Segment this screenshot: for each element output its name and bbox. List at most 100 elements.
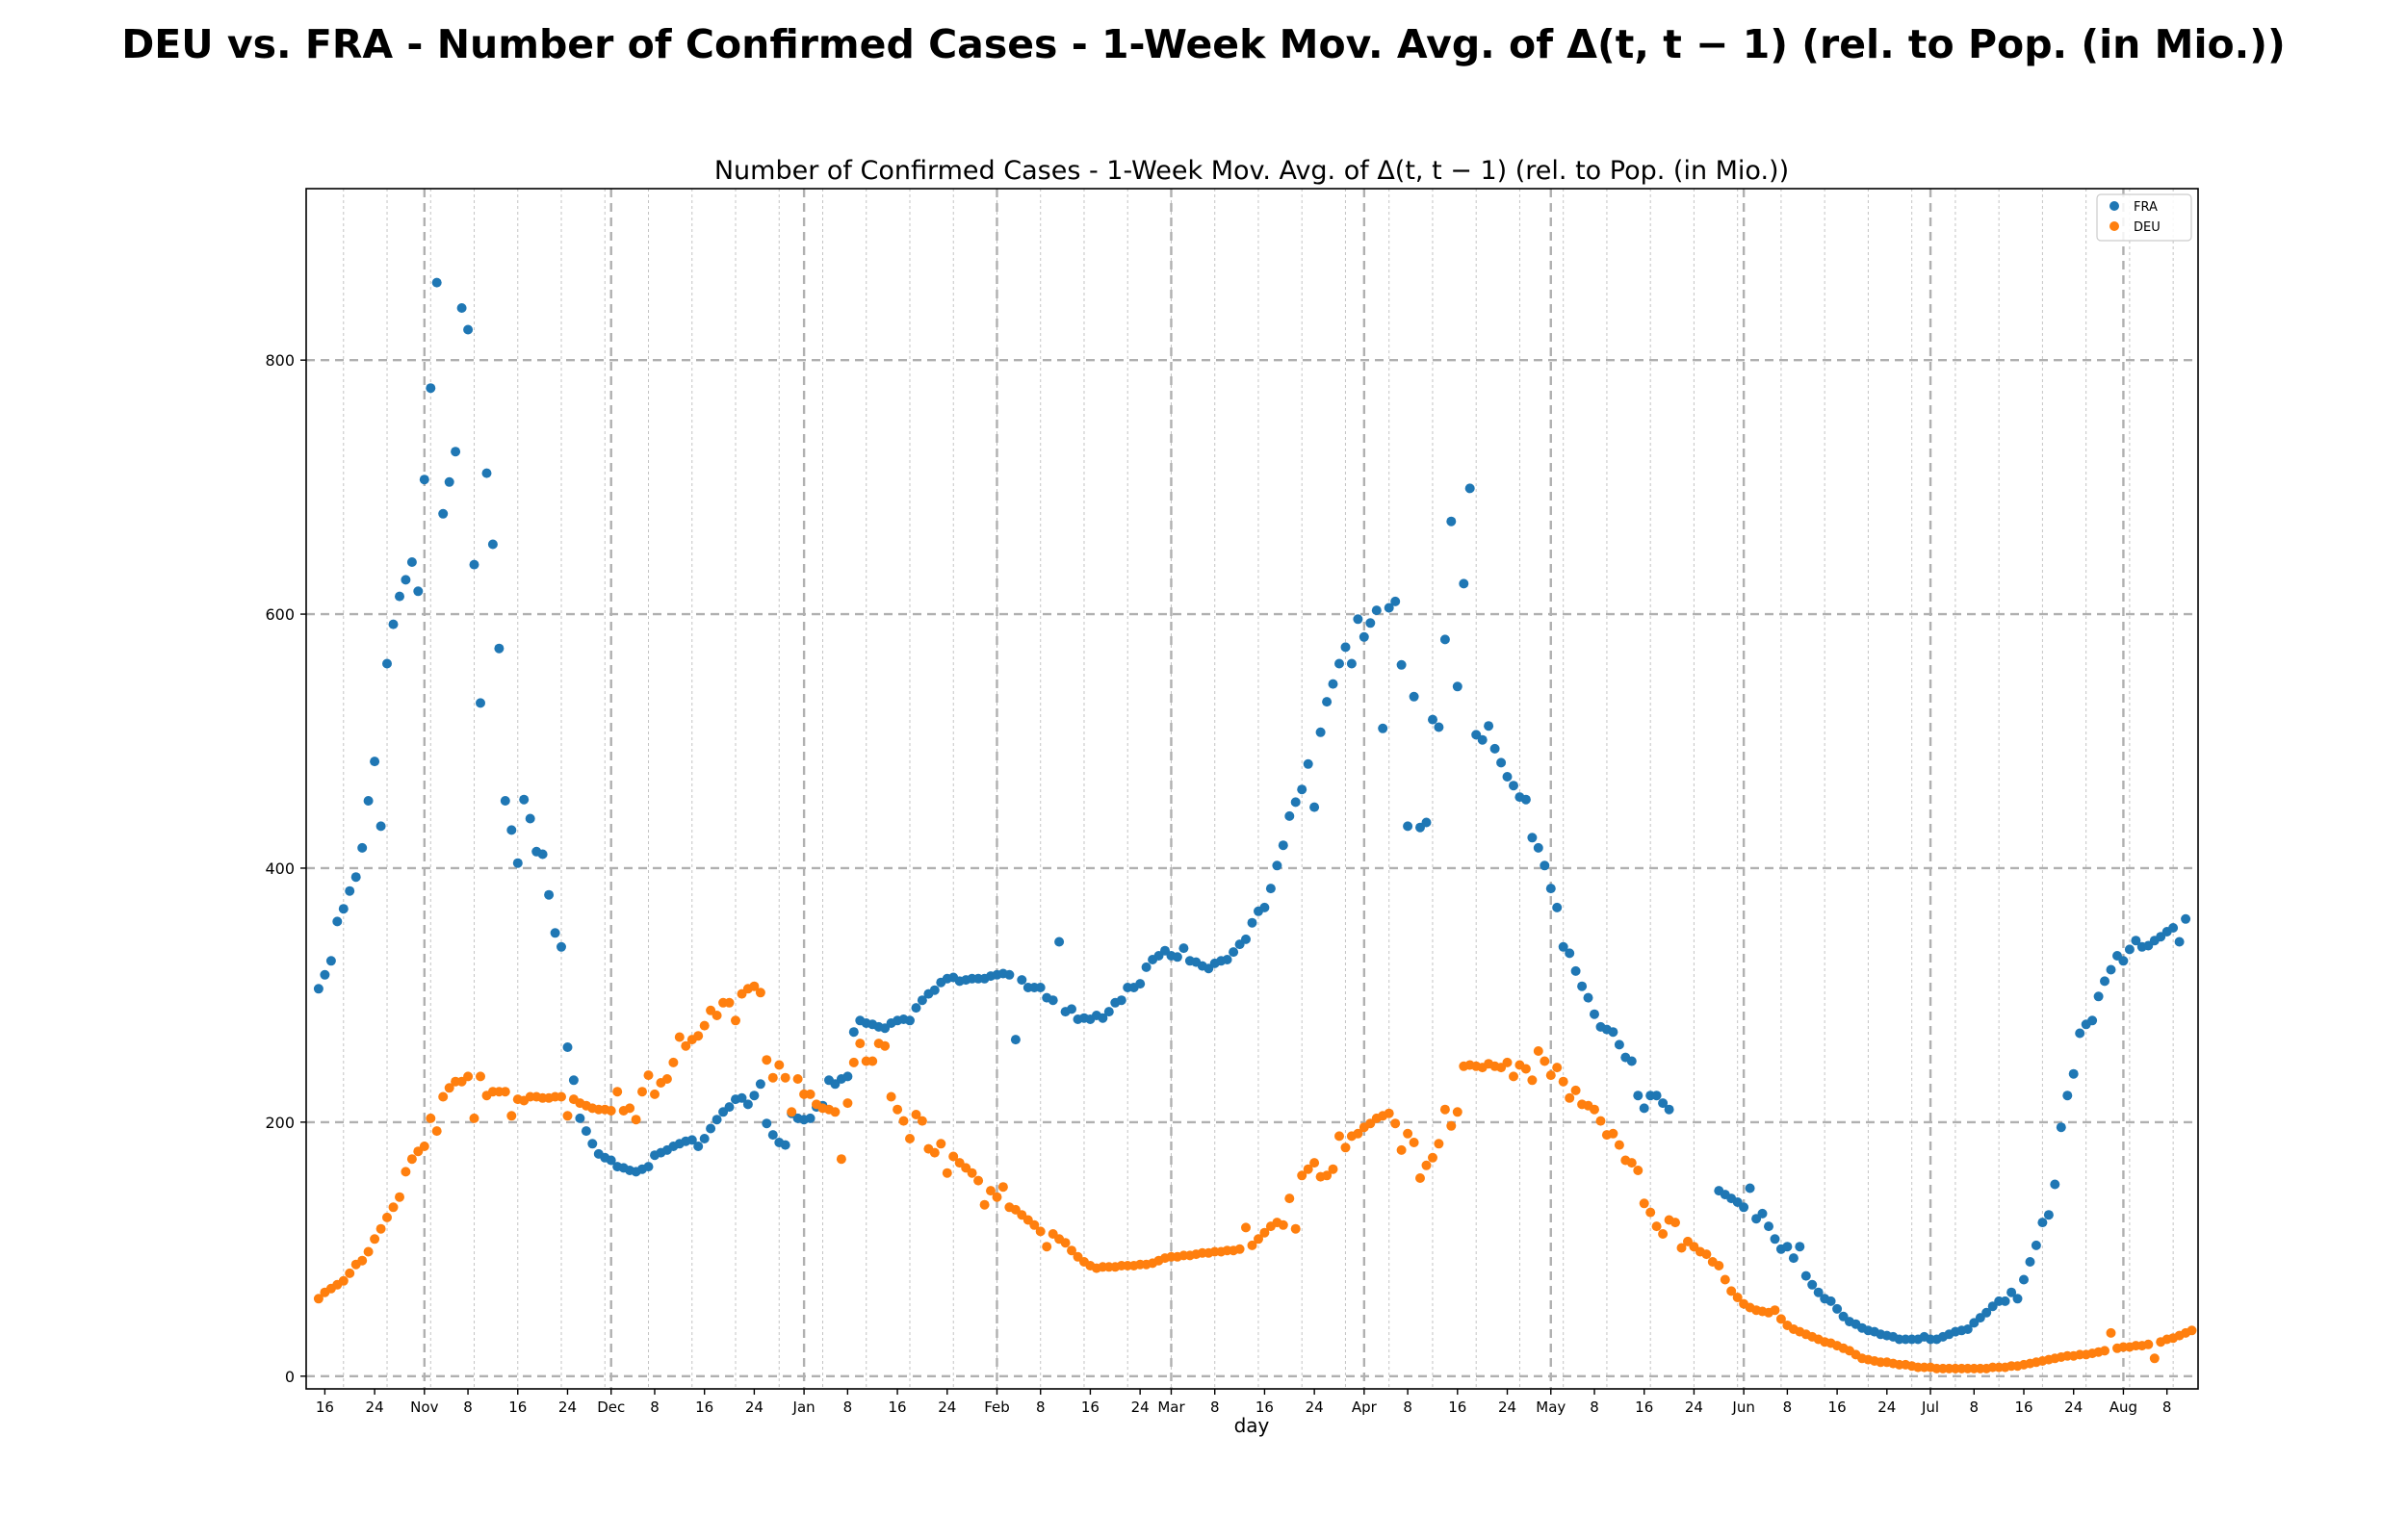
data-point bbox=[1633, 1091, 1643, 1101]
data-point bbox=[1509, 1071, 1518, 1082]
data-point bbox=[1590, 1104, 1599, 1115]
data-point bbox=[686, 1135, 697, 1145]
data-point bbox=[2187, 1325, 2197, 1336]
data-point bbox=[1552, 1063, 1563, 1073]
y-tick-label: 200 bbox=[265, 1114, 295, 1132]
x-tick-label: Dec bbox=[597, 1399, 625, 1416]
data-point bbox=[755, 1079, 765, 1090]
data-point bbox=[481, 468, 492, 478]
data-point bbox=[1309, 1158, 1320, 1168]
data-point bbox=[1322, 1170, 1333, 1181]
data-point bbox=[325, 956, 336, 966]
data-point bbox=[2168, 923, 2179, 933]
data-point bbox=[612, 1087, 623, 1097]
data-point bbox=[848, 1027, 859, 1038]
data-point bbox=[345, 886, 355, 896]
x-tick-label: 8 bbox=[1036, 1399, 1046, 1416]
data-point bbox=[1782, 1242, 1793, 1252]
data-point bbox=[556, 1091, 566, 1102]
data-point bbox=[1353, 1128, 1363, 1139]
x-tick-label: 24 bbox=[1498, 1399, 1516, 1416]
data-point bbox=[1334, 1131, 1344, 1142]
data-point bbox=[1775, 1314, 1786, 1324]
data-point bbox=[1813, 1287, 1824, 1297]
data-point bbox=[1558, 941, 1568, 952]
data-point bbox=[2075, 1028, 2085, 1039]
data-point bbox=[737, 1092, 747, 1103]
data-point bbox=[1178, 943, 1189, 954]
data-point bbox=[1259, 1227, 1270, 1238]
x-tick-label: 8 bbox=[1970, 1399, 1980, 1416]
data-point bbox=[1434, 722, 1444, 732]
x-tick-label: May bbox=[1536, 1399, 1566, 1416]
data-point bbox=[1676, 1243, 1687, 1253]
data-point bbox=[643, 1162, 654, 1172]
x-tick-label: 24 bbox=[1685, 1399, 1703, 1416]
data-point bbox=[2043, 1210, 2054, 1220]
data-point bbox=[1962, 1324, 1973, 1334]
series-layer bbox=[313, 277, 2197, 1373]
data-point bbox=[1004, 969, 1015, 980]
data-point bbox=[438, 508, 449, 519]
data-point bbox=[487, 539, 498, 550]
minor-gridlines bbox=[343, 189, 2174, 1389]
data-point bbox=[724, 997, 735, 1008]
data-point bbox=[724, 1102, 735, 1113]
data-point bbox=[1570, 965, 1581, 976]
data-point bbox=[742, 1099, 753, 1110]
data-point bbox=[375, 1223, 386, 1234]
data-point bbox=[1639, 1198, 1649, 1209]
data-point bbox=[2068, 1068, 2079, 1079]
data-point bbox=[357, 1255, 368, 1266]
x-tick-label: 16 bbox=[1448, 1399, 1466, 1416]
y-axis: 0 200 400 600 800 bbox=[265, 351, 306, 1386]
data-point bbox=[1757, 1208, 1768, 1219]
data-point bbox=[1552, 902, 1563, 912]
data-point bbox=[562, 1111, 573, 1121]
data-point bbox=[1365, 618, 1376, 629]
data-point bbox=[357, 842, 368, 853]
data-point bbox=[456, 303, 467, 313]
data-point bbox=[332, 916, 343, 927]
data-point bbox=[395, 1192, 404, 1202]
x-tick-label: 24 bbox=[1131, 1399, 1150, 1416]
data-point bbox=[363, 796, 374, 806]
x-tick-label: Jul bbox=[1921, 1399, 1939, 1416]
data-point bbox=[1254, 1234, 1263, 1245]
data-point bbox=[370, 757, 380, 767]
legend-label-deu: DEU bbox=[2134, 220, 2161, 235]
x-axis-label: day bbox=[1234, 1414, 1270, 1437]
data-point bbox=[606, 1155, 616, 1166]
data-point bbox=[699, 1134, 710, 1143]
data-point bbox=[506, 825, 517, 835]
data-point bbox=[438, 1091, 449, 1102]
data-point bbox=[973, 1175, 984, 1186]
data-point bbox=[1290, 1223, 1301, 1234]
data-point bbox=[1297, 1170, 1307, 1181]
data-point bbox=[401, 575, 411, 585]
data-point bbox=[320, 969, 330, 980]
data-point bbox=[1577, 981, 1588, 991]
data-point bbox=[1770, 1305, 1780, 1316]
data-point bbox=[1645, 1207, 1656, 1218]
data-point bbox=[388, 619, 399, 629]
data-point bbox=[419, 1142, 429, 1151]
data-point bbox=[893, 1104, 903, 1115]
data-point bbox=[1421, 817, 1432, 828]
data-point bbox=[463, 324, 474, 335]
x-tick-label: Feb bbox=[984, 1399, 1010, 1416]
data-point bbox=[1135, 979, 1146, 989]
legend-marker-deu bbox=[2109, 221, 2119, 231]
axes-title: Number of Confirmed Cases - 1-Week Mov. … bbox=[714, 156, 1789, 186]
data-point bbox=[1048, 995, 1058, 1006]
data-point bbox=[363, 1246, 374, 1257]
data-point bbox=[1795, 1242, 1805, 1252]
data-point bbox=[562, 1042, 573, 1052]
legend-marker-fra bbox=[2109, 201, 2119, 211]
data-point bbox=[2149, 1353, 2160, 1364]
data-point bbox=[476, 698, 485, 708]
data-point bbox=[426, 1113, 436, 1123]
data-point bbox=[1527, 1075, 1538, 1086]
data-point bbox=[1035, 1226, 1046, 1237]
data-point bbox=[1626, 1158, 1637, 1168]
